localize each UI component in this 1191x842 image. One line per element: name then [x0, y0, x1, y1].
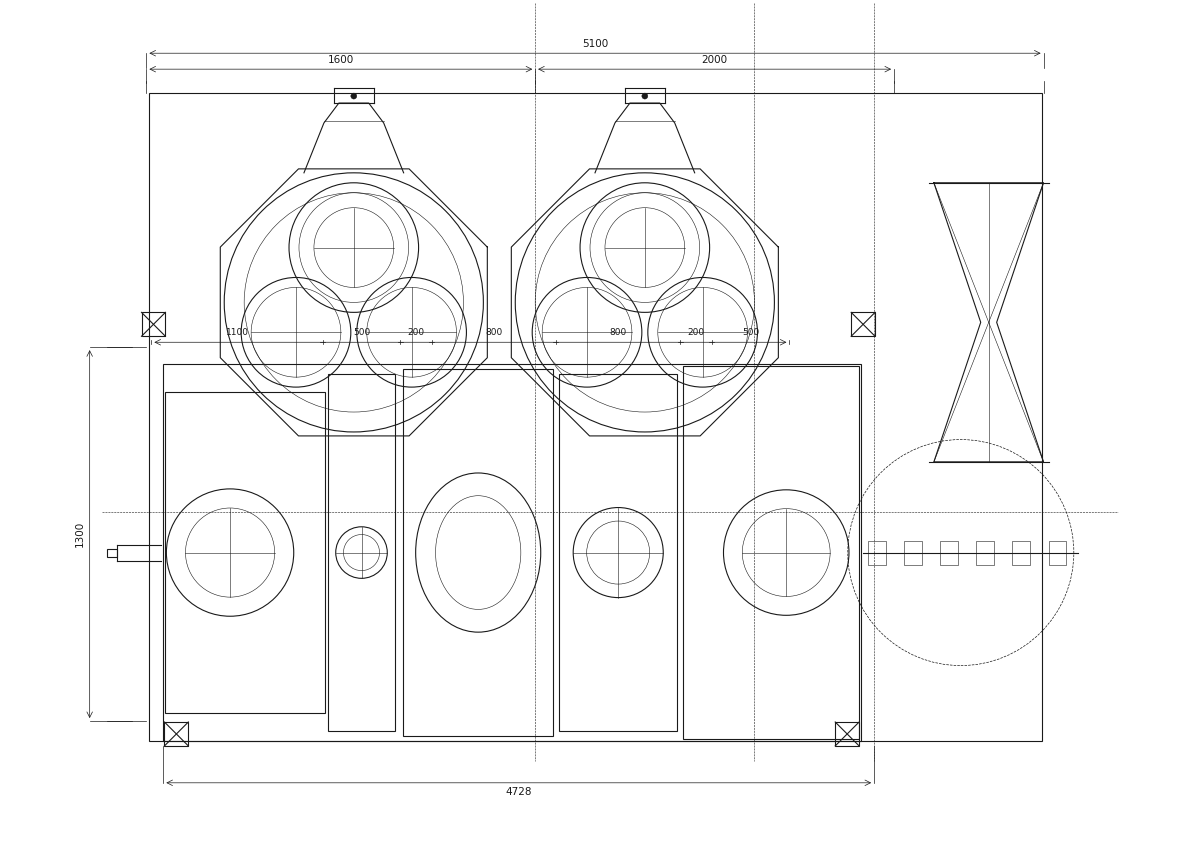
- Bar: [684, 366, 859, 739]
- Text: 4728: 4728: [505, 786, 532, 797]
- Text: 5100: 5100: [582, 40, 609, 49]
- Bar: [868, 541, 886, 564]
- Text: 800: 800: [610, 328, 626, 338]
- Bar: [107, 549, 117, 557]
- Text: 1600: 1600: [328, 56, 354, 65]
- Text: 1300: 1300: [75, 521, 85, 547]
- Bar: [559, 374, 678, 731]
- Bar: [852, 312, 875, 336]
- Text: 200: 200: [687, 328, 705, 338]
- Text: 800: 800: [485, 328, 503, 338]
- Text: 200: 200: [407, 328, 424, 338]
- Text: 500: 500: [353, 328, 370, 338]
- Circle shape: [642, 93, 648, 99]
- Bar: [164, 722, 188, 746]
- Bar: [142, 312, 166, 336]
- Bar: [1012, 541, 1030, 564]
- Bar: [150, 93, 1041, 741]
- Text: 2000: 2000: [701, 56, 728, 65]
- Bar: [163, 365, 861, 741]
- Bar: [328, 374, 395, 731]
- Bar: [904, 541, 922, 564]
- Bar: [404, 369, 553, 736]
- Bar: [166, 392, 325, 712]
- Bar: [835, 722, 859, 746]
- Text: 500: 500: [742, 328, 759, 338]
- Bar: [940, 541, 959, 564]
- Bar: [977, 541, 994, 564]
- Text: 1100: 1100: [225, 328, 249, 338]
- Bar: [1048, 541, 1066, 564]
- Circle shape: [351, 93, 357, 99]
